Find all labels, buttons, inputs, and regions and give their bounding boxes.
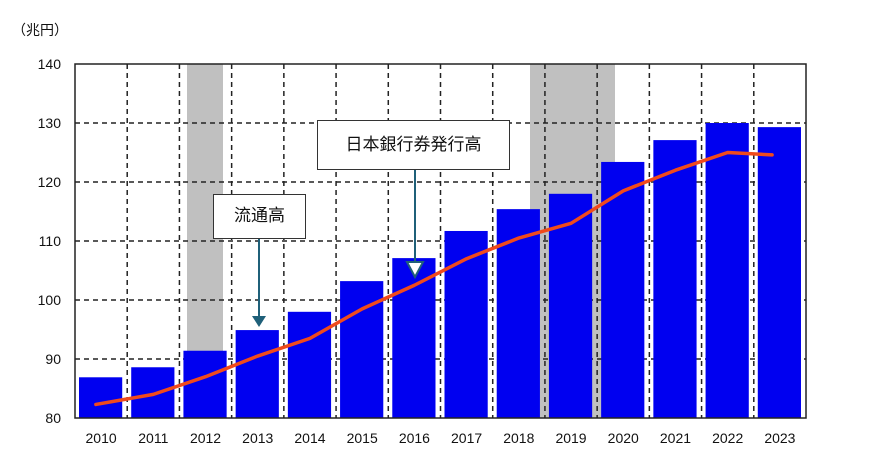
x-tick-label: 2013 (242, 430, 273, 446)
bar-2013 (235, 330, 279, 418)
callout-issued: 日本銀行券発行高 (317, 120, 510, 170)
bar-2012 (183, 350, 227, 418)
y-tick-label: 120 (38, 174, 62, 190)
y-tick-label: 140 (38, 56, 62, 72)
y-axis-ticks: 80 90 100 110 120 130 140 (38, 56, 62, 426)
y-tick-label: 100 (38, 292, 62, 308)
axes (74, 63, 807, 419)
arrow-circulation-head (252, 316, 266, 327)
bar-2021 (653, 140, 697, 419)
bar-2022 (705, 123, 749, 418)
x-tick-label: 2016 (399, 430, 430, 446)
x-tick-label: 2020 (608, 430, 639, 446)
bar-2016 (392, 258, 436, 418)
callout-issued-label: 日本銀行券発行高 (345, 135, 482, 155)
y-tick-label: 110 (39, 233, 62, 249)
circulation-line (94, 150, 774, 407)
x-tick-label: 2021 (660, 430, 691, 446)
bar-2023 (757, 127, 801, 418)
x-tick-label: 2023 (764, 430, 795, 446)
bar-2020 (601, 161, 645, 418)
bar-2010 (79, 377, 123, 418)
x-tick-label: 2019 (555, 430, 586, 446)
x-tick-label: 2011 (138, 430, 168, 446)
callout-arrows (252, 170, 425, 327)
plot-frame (74, 63, 807, 419)
x-axis-ticks: 2010 2011 2012 2013 2014 2015 2016 2017 2018 2019… (86, 430, 796, 446)
bar-2017 (444, 230, 488, 418)
arrow-issued-head (405, 261, 425, 280)
y-tick-label: 130 (38, 115, 62, 131)
x-tick-label: 2015 (347, 430, 378, 446)
x-tick-label: 2022 (712, 430, 743, 446)
y-tick-label: 90 (45, 351, 61, 367)
bar-2018 (496, 209, 540, 418)
x-tick-label: 2010 (86, 430, 117, 446)
y-axis-unit-label: （兆円） (12, 23, 68, 39)
bar-2011 (131, 367, 175, 418)
x-tick-label: 2012 (190, 430, 221, 446)
callout-circulation: 流通高 (213, 194, 306, 239)
x-tick-label: 2014 (294, 430, 325, 446)
bar-2019 (548, 193, 593, 418)
circulation-line-path (94, 150, 774, 407)
x-tick-label: 2018 (503, 430, 534, 446)
callout-circulation-label: 流通高 (234, 206, 285, 226)
bar-2014 (287, 311, 332, 418)
x-tick-label: 2017 (451, 430, 482, 446)
y-tick-label: 80 (45, 410, 61, 426)
